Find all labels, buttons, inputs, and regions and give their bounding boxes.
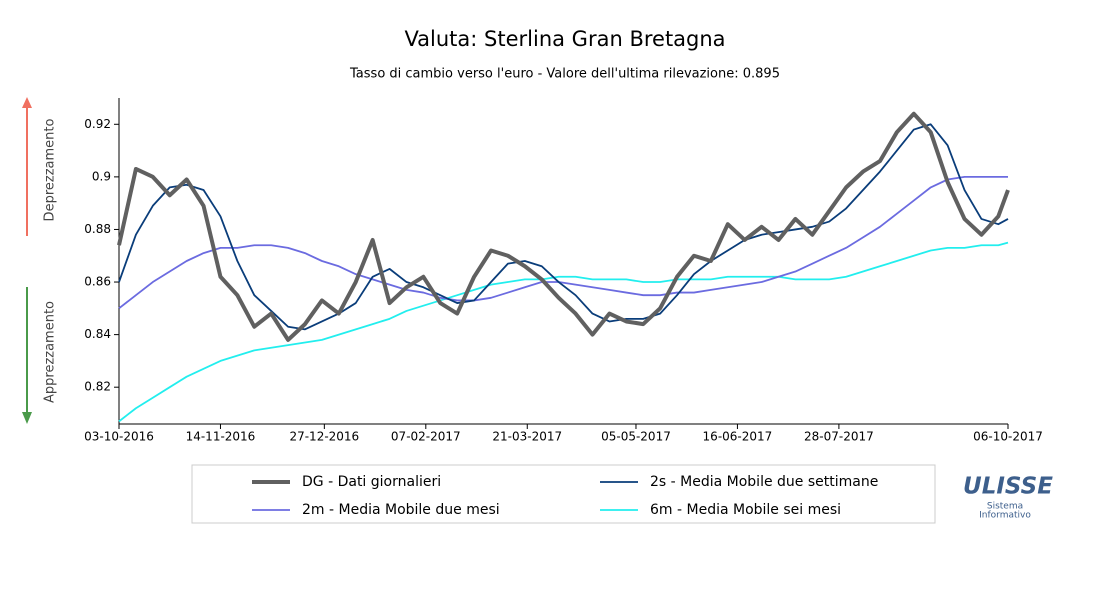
y-tick-label: 0.9 (92, 169, 111, 183)
series-line (118, 123, 1009, 331)
y-tick-label: 0.84 (84, 327, 111, 341)
y-tick-label: 0.88 (84, 222, 111, 236)
x-tick-label: 03-10-2016 (84, 430, 154, 444)
up-arrow-head (22, 97, 32, 108)
y-tick-label: 0.82 (84, 380, 111, 394)
chart-title: Valuta: Sterlina Gran Bretagna (404, 27, 725, 51)
series-line (118, 175, 1008, 310)
x-tick-label: 14-11-2016 (186, 430, 256, 444)
x-tick-label: 21-03-2017 (492, 430, 562, 444)
logo-line: Sistema (987, 502, 1023, 512)
legend-label: 2s - Media Mobile due settimane (650, 474, 878, 490)
series-line (117, 111, 1010, 342)
x-tick-label: 16-06-2017 (703, 430, 773, 444)
logo-name: ULISSE (963, 474, 1053, 500)
legend-label: 6m - Media Mobile sei mesi (650, 502, 841, 518)
x-tick-label: 06-10-2017 (973, 430, 1043, 444)
legend-label: DG - Dati giornalieri (302, 474, 441, 490)
annotation-down: Apprezzamento (43, 301, 58, 403)
logo-line: Informativo (979, 511, 1031, 521)
annotation-up: Deprezzamento (43, 119, 58, 222)
series-line (118, 241, 1009, 423)
down-arrow-head (22, 412, 32, 424)
legend-label: 2m - Media Mobile due mesi (302, 502, 500, 518)
x-tick-label: 27-12-2016 (289, 430, 359, 444)
x-tick-label: 07-02-2017 (391, 430, 461, 444)
legend-box (191, 464, 936, 524)
x-tick-label: 28-07-2017 (804, 430, 874, 444)
y-tick-label: 0.92 (84, 117, 111, 131)
chart-subtitle: Tasso di cambio verso l'euro - Valore de… (349, 67, 780, 82)
x-tick-label: 05-05-2017 (601, 430, 671, 444)
y-tick-label: 0.86 (84, 275, 111, 289)
